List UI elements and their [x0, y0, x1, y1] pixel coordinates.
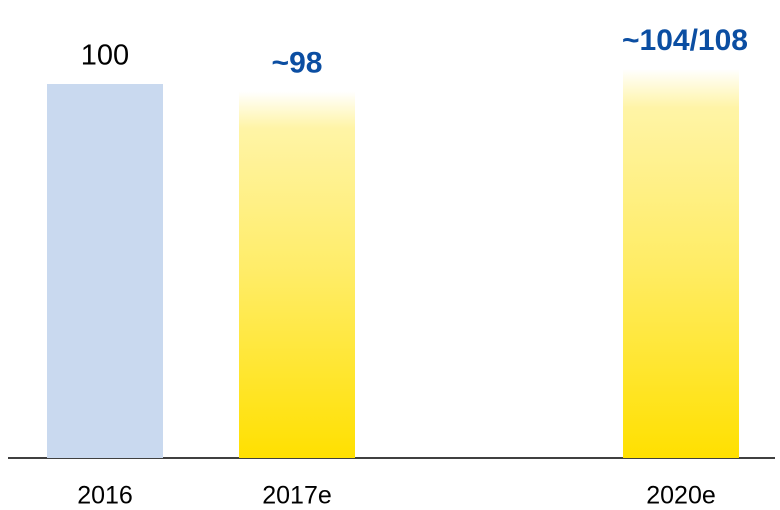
bar	[47, 84, 163, 458]
x-tick-label: 2016	[77, 482, 133, 510]
x-tick-label: 2017e	[262, 482, 332, 510]
value-label: ~98	[272, 46, 323, 79]
bar	[239, 91, 355, 458]
bar	[623, 69, 739, 458]
value-label: ~104/108	[622, 24, 748, 57]
x-tick-label: 2020e	[646, 482, 716, 510]
value-label: 100	[81, 40, 129, 72]
